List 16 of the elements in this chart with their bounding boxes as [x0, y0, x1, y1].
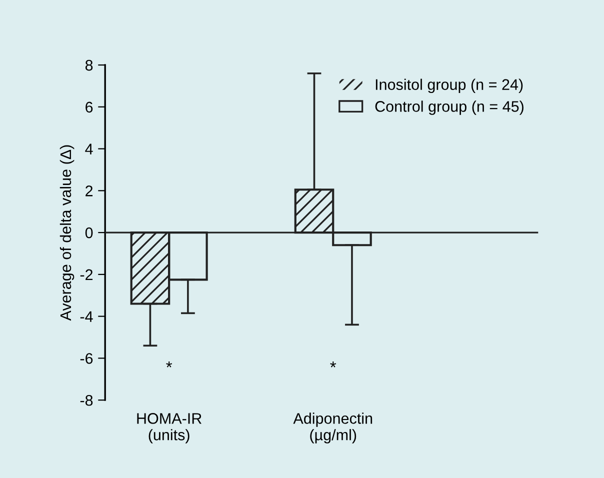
legend-label: Inositol group (n = 24)	[376, 78, 523, 93]
x-tick-label: HOMA-IR (units)	[137, 413, 202, 444]
y-tick-label: 2	[86, 186, 93, 196]
y-tick-label: -8	[80, 394, 93, 406]
y-tick-label: -6	[80, 353, 93, 364]
annotation: *	[330, 362, 336, 368]
y-axis-title: Average of delta value (Δ)	[60, 145, 74, 321]
y-tick-label: 0	[85, 227, 93, 238]
y-tick-label: 8	[85, 60, 93, 71]
y-tick-label: 6	[86, 102, 93, 113]
y-tick-label: 4	[85, 144, 93, 154]
legend-label: Control group (n = 45)	[375, 100, 524, 115]
y-tick-label: -4	[80, 311, 93, 322]
annotation: *	[166, 362, 172, 368]
y-tick-label: -2	[80, 269, 93, 280]
x-tick-label: Adiponectin (µg/ml)	[293, 412, 372, 444]
